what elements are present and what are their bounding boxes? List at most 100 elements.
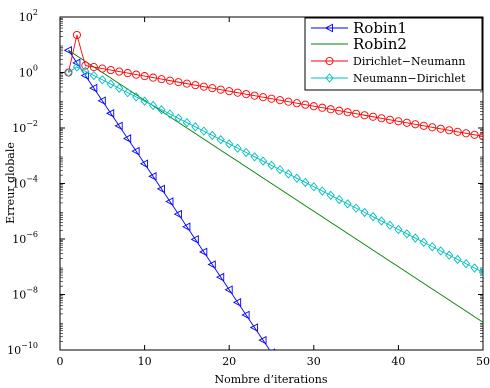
data-point: [343, 199, 352, 209]
data-point: [470, 130, 479, 139]
data-point: [470, 263, 479, 273]
data-point: [326, 190, 335, 200]
x-axis-label: Nombre d’iterations: [214, 373, 327, 386]
data-point: [411, 120, 420, 129]
data-point: [72, 62, 82, 72]
data-point: [157, 105, 166, 115]
data-point: [419, 237, 428, 248]
data-point: [89, 63, 98, 72]
data-point: [445, 250, 454, 260]
data-point: [98, 75, 107, 85]
series-1: [68, 49, 483, 323]
data-point: [394, 117, 403, 126]
legend-marker: [324, 23, 333, 33]
data-point: [249, 323, 259, 332]
y-tick-base: 10: [12, 289, 26, 302]
data-point: [81, 61, 90, 70]
data-point: [275, 96, 285, 105]
x-tick-label: 50: [476, 355, 490, 368]
data-point: [232, 298, 242, 307]
data-point: [191, 81, 200, 90]
data-point: [216, 134, 225, 145]
y-tick-label: 100: [19, 64, 38, 80]
data-point: [208, 84, 217, 93]
data-point: [478, 267, 483, 277]
x-tick-label: 10: [138, 355, 152, 368]
data-point: [190, 234, 199, 244]
y-tick-exponent: −10: [21, 341, 38, 350]
data-point: [225, 87, 234, 96]
data-point: [318, 103, 327, 112]
legend-label-main: Robin: [353, 19, 398, 37]
y-tick-base: 10: [12, 122, 26, 135]
data-point: [267, 160, 276, 171]
data-point: [89, 70, 98, 81]
data-point: [436, 124, 445, 133]
data-point: [309, 182, 318, 192]
data-point: [80, 71, 89, 80]
y-tick-base: 10: [12, 178, 26, 191]
data-point: [105, 108, 115, 118]
data-point: [140, 96, 149, 106]
legend-label-suffix: 2: [397, 35, 407, 53]
legend-label: Dirichlet−Neumann: [353, 55, 465, 68]
data-point: [292, 99, 301, 108]
data-point: [411, 233, 420, 243]
data-point: [106, 79, 115, 89]
data-point: [436, 246, 445, 256]
data-point: [335, 106, 344, 115]
data-point: [233, 88, 242, 97]
series-line: [68, 66, 483, 273]
data-point: [122, 134, 132, 143]
data-point: [106, 66, 115, 75]
data-point: [132, 70, 141, 79]
data-point: [225, 139, 234, 149]
data-point: [165, 109, 175, 119]
data-point: [284, 97, 293, 106]
data-point: [182, 117, 191, 128]
legend-label: Neumann−Dirichlet: [353, 72, 466, 85]
series-line: [68, 34, 483, 137]
data-point: [216, 85, 225, 94]
y-tick-exponent: −4: [26, 175, 38, 184]
data-point: [461, 259, 471, 269]
data-point: [123, 69, 132, 78]
y-tick-label: 10−4: [12, 175, 38, 191]
data-point: [233, 143, 242, 153]
data-point: [402, 118, 411, 127]
data-point: [250, 91, 259, 100]
data-point: [385, 220, 395, 230]
data-point: [402, 229, 411, 239]
data-point: [318, 186, 327, 196]
data-point: [385, 115, 394, 124]
data-point: [148, 171, 157, 181]
y-tick-base: 10: [7, 344, 21, 357]
y-axis-label: Erreur globale: [4, 142, 17, 224]
data-point: [132, 92, 141, 102]
data-point: [157, 75, 166, 84]
data-point: [115, 83, 124, 94]
data-point: [258, 335, 267, 345]
data-point: [258, 93, 268, 102]
data-point: [182, 222, 191, 232]
data-point: [428, 241, 437, 252]
data-point: [394, 224, 403, 235]
data-point: [352, 203, 361, 213]
data-point: [453, 254, 462, 265]
x-tick-label: 0: [57, 355, 64, 368]
data-point: [199, 126, 208, 136]
data-point: [360, 207, 369, 218]
data-point: [258, 156, 268, 166]
data-point: [292, 173, 301, 183]
data-point: [81, 66, 90, 76]
x-tick-label: 30: [307, 355, 321, 368]
data-point: [165, 197, 174, 206]
data-point: [267, 94, 276, 103]
y-tick-label: 10−6: [12, 230, 38, 246]
data-point: [377, 216, 386, 226]
data-point: [224, 285, 233, 295]
legend-label: Robin2: [353, 35, 407, 53]
data-point: [275, 164, 285, 175]
